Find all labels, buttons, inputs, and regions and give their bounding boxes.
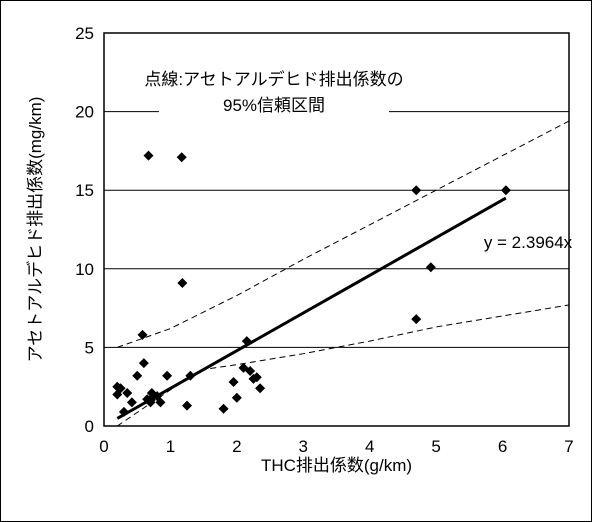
data-point xyxy=(137,329,148,340)
data-point xyxy=(251,372,262,383)
data-point xyxy=(138,358,149,369)
x-tick-labels: 0 1 2 3 4 5 6 7 xyxy=(99,437,573,456)
data-point xyxy=(162,370,173,381)
data-point xyxy=(245,365,256,376)
data-point xyxy=(126,397,137,408)
confidence-upper-line xyxy=(117,120,570,348)
y-tick-label: 20 xyxy=(75,103,94,122)
x-tick-label: 4 xyxy=(365,437,374,456)
y-tick-label: 25 xyxy=(75,24,94,43)
x-tick-label: 5 xyxy=(431,437,440,456)
regression-line xyxy=(116,196,507,420)
data-point xyxy=(177,277,188,288)
x-tick-label: 1 xyxy=(166,437,175,456)
data-point xyxy=(118,406,129,417)
regression-equation: y = 2.3964x xyxy=(484,233,573,252)
data-point xyxy=(185,370,196,381)
annotation-line-2: 95%信頼区間 xyxy=(223,96,325,115)
x-tick-label: 2 xyxy=(232,437,241,456)
data-point xyxy=(132,370,143,381)
x-tick-label: 3 xyxy=(299,437,308,456)
y-tick-label: 10 xyxy=(75,260,94,279)
x-axis-title: THC排出係数(g/km) xyxy=(261,456,412,475)
y-tick-labels: 0 5 10 15 20 25 xyxy=(75,24,94,436)
x-tick-label: 0 xyxy=(99,437,108,456)
x-tick-label: 7 xyxy=(564,437,573,456)
data-point xyxy=(176,152,187,163)
data-point xyxy=(411,185,422,196)
y-tick-label: 15 xyxy=(75,181,94,200)
regression-line-group xyxy=(116,196,507,420)
data-point xyxy=(500,185,511,196)
confidence-interval-lines xyxy=(117,120,570,427)
gridlines xyxy=(104,111,569,348)
data-point xyxy=(231,392,242,403)
y-axis-title: アセトアルデヒド排出係数(mg/km) xyxy=(25,97,45,363)
annotation-line-1: 点線:アセトアルデヒド排出係数の xyxy=(144,69,403,89)
y-tick-label: 5 xyxy=(85,338,94,357)
data-point xyxy=(182,400,193,411)
data-point xyxy=(241,336,252,347)
data-point xyxy=(122,387,133,398)
data-point xyxy=(228,376,239,387)
annotation-background xyxy=(159,64,389,122)
y-tick-label: 0 xyxy=(85,417,94,436)
confidence-lower-line xyxy=(117,304,570,427)
data-point xyxy=(425,262,436,273)
data-point xyxy=(143,150,154,161)
data-point xyxy=(411,314,422,325)
data-point xyxy=(155,397,166,408)
data-points xyxy=(112,150,511,417)
data-point xyxy=(115,383,126,394)
data-point xyxy=(218,403,229,414)
data-point xyxy=(255,383,266,394)
x-tick-label: 6 xyxy=(498,437,507,456)
plot-area xyxy=(103,32,570,427)
